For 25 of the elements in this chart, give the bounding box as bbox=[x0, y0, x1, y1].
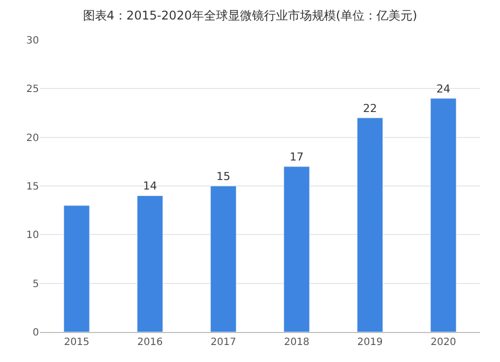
bar bbox=[284, 166, 310, 332]
bar bbox=[136, 195, 164, 332]
x-tick-label: 2016 bbox=[137, 337, 163, 348]
y-tick-label: 0 bbox=[32, 328, 39, 338]
y-tick-label: 25 bbox=[26, 84, 39, 96]
y-tick-label: 30 bbox=[26, 36, 39, 46]
x-tick-label: 2020 bbox=[430, 337, 456, 348]
data-label: 24 bbox=[436, 82, 450, 96]
x-tick-label: 2019 bbox=[357, 337, 383, 348]
y-tick-label: 10 bbox=[26, 230, 39, 242]
bar bbox=[430, 98, 456, 332]
chart-title: 图表4：2015-2020年全球显微镜行业市场规模(单位：亿美元) bbox=[82, 8, 418, 22]
bar bbox=[210, 186, 236, 332]
data-label: 22 bbox=[363, 102, 377, 115]
y-tick-label: 15 bbox=[26, 182, 39, 192]
bar bbox=[356, 118, 384, 332]
data-label: 17 bbox=[290, 150, 304, 164]
x-tick-label: 2017 bbox=[210, 337, 236, 348]
x-tick-label: 2018 bbox=[284, 337, 310, 348]
y-tick-label: 5 bbox=[32, 278, 39, 290]
x-tick-label: 2015 bbox=[64, 337, 90, 348]
data-label: 15 bbox=[216, 170, 230, 183]
bar bbox=[64, 205, 90, 332]
data-label: 14 bbox=[143, 180, 157, 193]
y-tick-label: 20 bbox=[26, 132, 39, 144]
